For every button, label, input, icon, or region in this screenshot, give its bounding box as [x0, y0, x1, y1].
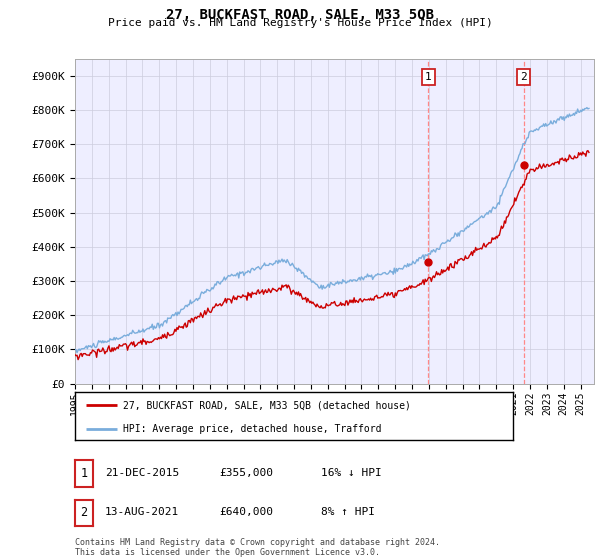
Text: HPI: Average price, detached house, Trafford: HPI: Average price, detached house, Traf…: [123, 424, 382, 434]
Text: 27, BUCKFAST ROAD, SALE, M33 5QB: 27, BUCKFAST ROAD, SALE, M33 5QB: [166, 8, 434, 22]
Text: 13-AUG-2021: 13-AUG-2021: [105, 507, 179, 517]
Text: Price paid vs. HM Land Registry's House Price Index (HPI): Price paid vs. HM Land Registry's House …: [107, 18, 493, 28]
Text: 21-DEC-2015: 21-DEC-2015: [105, 468, 179, 478]
Text: 2: 2: [520, 72, 527, 82]
Text: 1: 1: [425, 72, 432, 82]
Text: £640,000: £640,000: [219, 507, 273, 517]
Text: 27, BUCKFAST ROAD, SALE, M33 5QB (detached house): 27, BUCKFAST ROAD, SALE, M33 5QB (detach…: [123, 400, 411, 410]
Text: 1: 1: [80, 467, 88, 480]
Text: 2: 2: [80, 506, 88, 520]
Text: 16% ↓ HPI: 16% ↓ HPI: [321, 468, 382, 478]
Text: Contains HM Land Registry data © Crown copyright and database right 2024.
This d: Contains HM Land Registry data © Crown c…: [75, 538, 440, 557]
Text: £355,000: £355,000: [219, 468, 273, 478]
Text: 8% ↑ HPI: 8% ↑ HPI: [321, 507, 375, 517]
